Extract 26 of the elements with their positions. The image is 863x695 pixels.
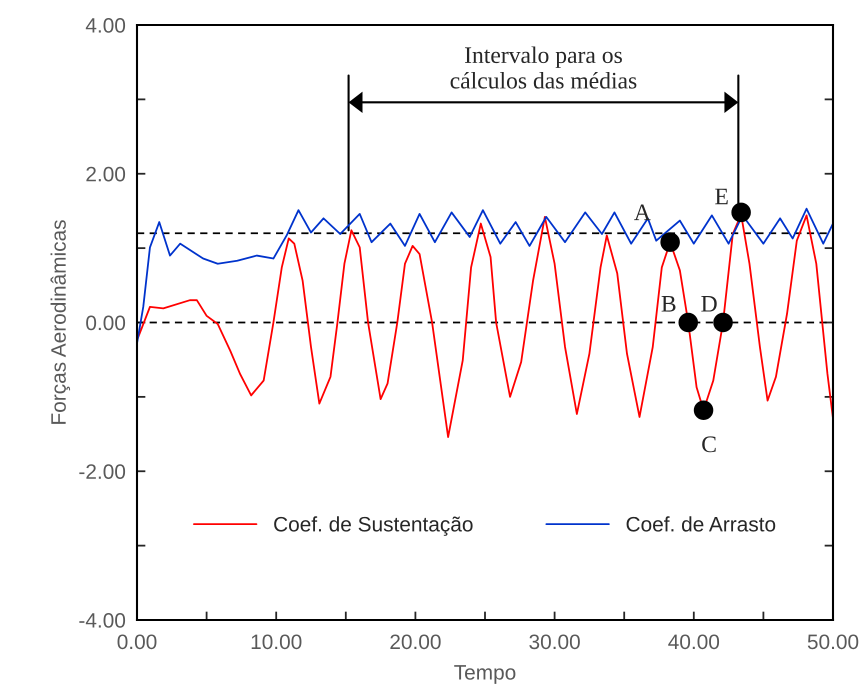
data-label: A bbox=[634, 204, 651, 220]
point bbox=[713, 312, 733, 332]
data-label: D bbox=[701, 296, 717, 312]
x-tick-label: 10.00 bbox=[252, 634, 302, 650]
y-tick-label: -4.00 bbox=[79, 613, 126, 628]
data-label: E bbox=[715, 188, 728, 204]
x-tick-label: 0.00 bbox=[118, 634, 156, 650]
point bbox=[694, 400, 714, 420]
legend-label: Coef. de Sustentação bbox=[274, 516, 473, 536]
y-tick-label: -2.00 bbox=[79, 464, 126, 480]
annotation: Intervalo para os cálculos das médias bbox=[450, 46, 636, 89]
y-tick-label: 0.00 bbox=[86, 316, 126, 330]
y-tick-label: 2.00 bbox=[86, 166, 126, 182]
x-axis-title: Tempo bbox=[454, 665, 516, 684]
data-label: B bbox=[662, 296, 676, 312]
y-tick-label: 4.00 bbox=[86, 18, 126, 33]
x-tick-label: 50.00 bbox=[808, 634, 858, 650]
data-label: C bbox=[702, 436, 716, 452]
y-axis-title: Forças Aerodinâmicas bbox=[50, 220, 70, 424]
point bbox=[731, 202, 751, 222]
point bbox=[678, 312, 698, 332]
x-tick-label: 40.00 bbox=[668, 634, 720, 650]
legend-label: Coef. de Arrasto bbox=[626, 516, 776, 532]
x-tick-label: 30.00 bbox=[529, 634, 580, 650]
x-tick-label: 20.00 bbox=[390, 634, 441, 650]
point bbox=[660, 232, 680, 252]
